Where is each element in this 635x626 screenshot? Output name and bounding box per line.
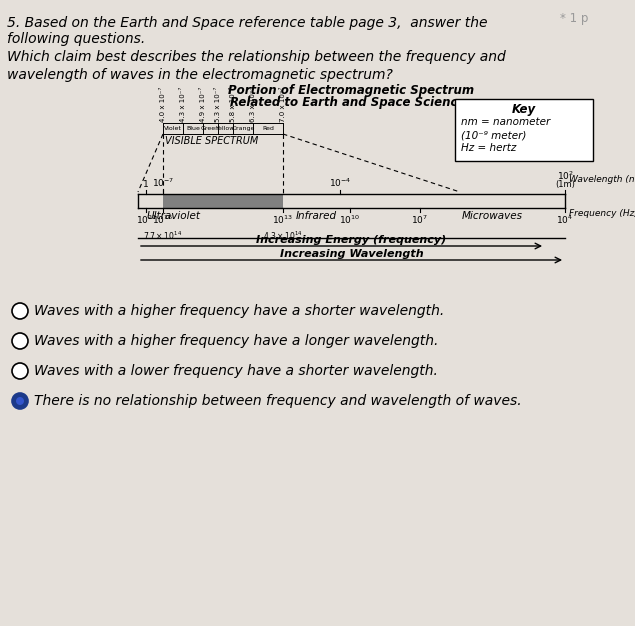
Text: Increasing Wavelength: Increasing Wavelength (279, 249, 424, 259)
Text: $10^{10}$: $10^{10}$ (340, 214, 361, 227)
Text: Which claim best describes the relationship between the frequency and: Which claim best describes the relations… (7, 50, 505, 64)
Text: Waves with a higher frequency have a shorter wavelength.: Waves with a higher frequency have a sho… (34, 304, 444, 318)
Text: 5. Based on the Earth and Space reference table page 3,  answer the: 5. Based on the Earth and Space referenc… (7, 16, 488, 30)
Text: $7.7\times10^{14}$: $7.7\times10^{14}$ (144, 230, 182, 242)
Text: Green: Green (201, 126, 220, 131)
Text: Orange: Orange (231, 126, 255, 131)
Text: $10^{22}$: $10^{22}$ (135, 214, 156, 227)
Text: $10^{-7}$: $10^{-7}$ (152, 177, 174, 189)
Text: 7.0 x 10⁻⁷: 7.0 x 10⁻⁷ (280, 86, 286, 122)
Text: Related to Earth and Space Sciences: Related to Earth and Space Sciences (231, 96, 472, 109)
Text: 4.9 x 10⁻⁷: 4.9 x 10⁻⁷ (200, 87, 206, 122)
Bar (455, 99, 593, 161)
Circle shape (12, 363, 28, 379)
Text: Ultraviolet: Ultraviolet (146, 211, 200, 221)
Text: Waves with a higher frequency have a longer wavelength.: Waves with a higher frequency have a lon… (34, 334, 438, 348)
Text: $10^{7}$: $10^{7}$ (411, 214, 429, 227)
Circle shape (16, 397, 24, 405)
Text: (1m): (1m) (555, 180, 575, 189)
Circle shape (12, 303, 28, 319)
Text: 5.8 x 10⁻⁷: 5.8 x 10⁻⁷ (230, 87, 236, 122)
Text: 4.0 x 10⁻⁷: 4.0 x 10⁻⁷ (160, 87, 166, 122)
Text: $10^{16}$: $10^{16}$ (152, 214, 173, 227)
Text: Blue: Blue (186, 126, 200, 131)
Text: (10⁻⁹ meter): (10⁻⁹ meter) (461, 130, 526, 140)
Text: Key: Key (512, 103, 536, 116)
Text: $4.3\times10^{14}$: $4.3\times10^{14}$ (263, 230, 303, 242)
Text: 4.3 x 10⁻⁷: 4.3 x 10⁻⁷ (180, 87, 186, 122)
Text: Waves with a lower frequency have a shorter wavelength.: Waves with a lower frequency have a shor… (34, 364, 438, 378)
Text: Violet: Violet (164, 126, 182, 131)
Text: Wavelength (nm): Wavelength (nm) (569, 175, 635, 185)
Text: $10^{-4}$: $10^{-4}$ (329, 177, 351, 189)
Text: nm = nanometer: nm = nanometer (461, 117, 551, 127)
Text: $10^{2}$: $10^{2}$ (556, 170, 573, 182)
Text: wavelength of waves in the electromagnetic spectrum?: wavelength of waves in the electromagnet… (7, 68, 393, 82)
Text: 5.3 x 10⁻⁷: 5.3 x 10⁻⁷ (215, 87, 221, 122)
Text: Portion of Electromagnetic Spectrum: Portion of Electromagnetic Spectrum (229, 84, 474, 97)
Text: Red: Red (262, 126, 274, 131)
Bar (163, 194, 283, 208)
Text: Microwaves: Microwaves (462, 211, 523, 221)
Text: Hz = hertz: Hz = hertz (461, 143, 516, 153)
Text: $10^{4}$: $10^{4}$ (556, 214, 573, 227)
Text: * 1 p: * 1 p (560, 12, 589, 25)
Text: 1: 1 (143, 180, 149, 189)
Text: Increasing Energy (frequency): Increasing Energy (frequency) (257, 235, 446, 245)
Text: $10^{13}$: $10^{13}$ (272, 214, 293, 227)
Text: 6.3 x 10⁻⁷: 6.3 x 10⁻⁷ (250, 86, 256, 122)
Circle shape (12, 333, 28, 349)
Text: Yellow: Yellow (216, 126, 235, 131)
Text: VISIBLE SPECTRUM: VISIBLE SPECTRUM (165, 136, 258, 146)
Text: Frequency (Hz): Frequency (Hz) (569, 210, 635, 218)
Text: Infrared: Infrared (296, 211, 337, 221)
Circle shape (12, 393, 28, 409)
Text: There is no relationship between frequency and wavelength of waves.: There is no relationship between frequen… (34, 394, 521, 408)
Text: following questions.: following questions. (7, 32, 145, 46)
